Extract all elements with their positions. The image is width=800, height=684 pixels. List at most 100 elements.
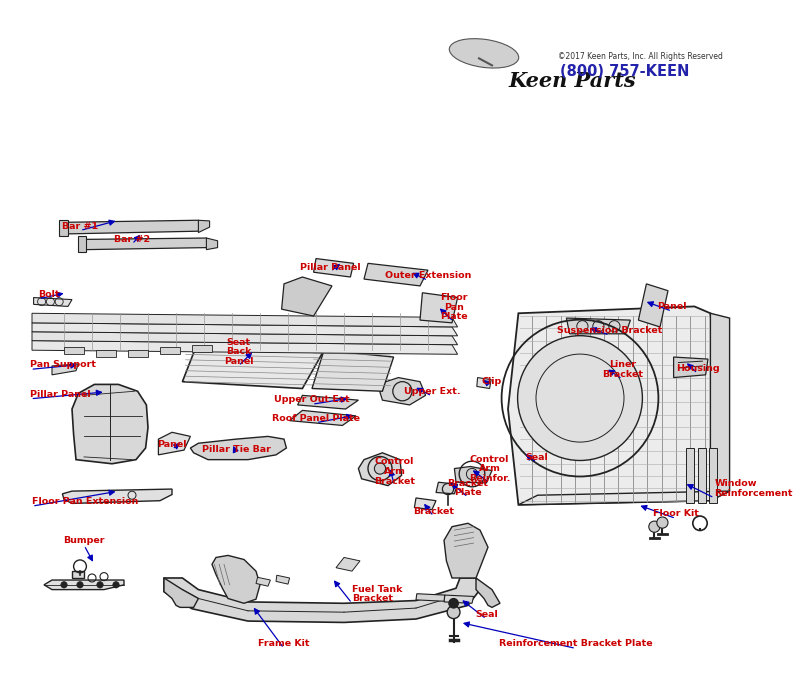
Polygon shape [477, 378, 491, 389]
Text: Floor Pan Extension: Floor Pan Extension [32, 497, 138, 506]
Polygon shape [298, 395, 358, 409]
Polygon shape [312, 350, 394, 391]
Polygon shape [59, 220, 68, 236]
Text: Control
Arm
Bracket: Control Arm Bracket [374, 457, 415, 486]
Text: Bar #2: Bar #2 [114, 235, 150, 244]
Polygon shape [62, 489, 172, 503]
Circle shape [518, 336, 642, 460]
Text: Fuel Tank
Bracket: Fuel Tank Bracket [352, 585, 402, 603]
Text: Panel: Panel [658, 302, 686, 311]
Polygon shape [566, 318, 630, 334]
Polygon shape [686, 448, 694, 503]
Polygon shape [32, 341, 458, 354]
Text: Control
Arm
Reinfor.: Control Arm Reinfor. [469, 454, 510, 483]
Polygon shape [72, 571, 84, 578]
Text: Seat
Back
Panel: Seat Back Panel [224, 337, 253, 366]
Polygon shape [198, 220, 210, 233]
Text: Window
Reinforcement: Window Reinforcement [714, 479, 793, 498]
Polygon shape [698, 448, 706, 503]
Text: (800) 757-KEEN: (800) 757-KEEN [560, 64, 690, 79]
Polygon shape [594, 366, 626, 382]
Circle shape [449, 598, 458, 608]
Polygon shape [78, 236, 86, 252]
Polygon shape [518, 448, 525, 482]
Polygon shape [358, 453, 402, 486]
Text: Bar #1: Bar #1 [62, 222, 98, 231]
Polygon shape [96, 350, 116, 357]
Polygon shape [444, 595, 474, 603]
Text: Seal: Seal [475, 610, 498, 619]
Text: Keen Parts: Keen Parts [508, 70, 636, 91]
Polygon shape [314, 259, 354, 277]
Text: Seal: Seal [526, 453, 548, 462]
Polygon shape [34, 298, 72, 306]
Text: ©2017 Keen Parts, Inc. All Rights Reserved: ©2017 Keen Parts, Inc. All Rights Reserv… [558, 51, 723, 61]
Text: Bracket
Plate: Bracket Plate [447, 479, 489, 497]
Text: Pillar Panel: Pillar Panel [300, 263, 361, 272]
Polygon shape [378, 378, 426, 405]
Polygon shape [518, 491, 730, 505]
Polygon shape [414, 498, 436, 510]
Text: Upper Ext.: Upper Ext. [404, 387, 460, 396]
Polygon shape [336, 557, 360, 571]
Polygon shape [364, 263, 428, 286]
Polygon shape [182, 341, 324, 389]
Polygon shape [64, 347, 84, 354]
Polygon shape [206, 238, 218, 250]
Polygon shape [710, 313, 730, 501]
Polygon shape [476, 578, 500, 607]
Ellipse shape [450, 39, 518, 68]
Polygon shape [276, 575, 290, 584]
Circle shape [657, 517, 668, 528]
Circle shape [61, 581, 67, 588]
Polygon shape [420, 293, 458, 323]
Polygon shape [84, 238, 212, 250]
Polygon shape [66, 220, 204, 234]
Text: Floor Kit: Floor Kit [653, 510, 699, 518]
Text: Outer Extension: Outer Extension [385, 272, 471, 280]
Polygon shape [128, 350, 148, 357]
Text: Pillar Tie Bar: Pillar Tie Bar [202, 445, 271, 454]
Polygon shape [160, 347, 180, 354]
Polygon shape [674, 357, 708, 378]
Polygon shape [256, 577, 270, 586]
Polygon shape [282, 277, 332, 316]
Polygon shape [416, 594, 445, 601]
Polygon shape [158, 432, 190, 455]
Polygon shape [436, 482, 458, 494]
Polygon shape [508, 306, 720, 505]
Circle shape [649, 521, 660, 532]
Polygon shape [32, 332, 458, 345]
Polygon shape [526, 448, 533, 482]
Circle shape [374, 463, 386, 474]
Text: Bolt: Bolt [38, 290, 60, 299]
Text: Panel: Panel [158, 440, 186, 449]
Text: Housing: Housing [676, 365, 719, 373]
Text: Bumper: Bumper [63, 536, 105, 545]
Polygon shape [454, 466, 492, 483]
Circle shape [447, 606, 460, 618]
Text: Reinforcement Bracket Plate: Reinforcement Bracket Plate [499, 640, 653, 648]
Polygon shape [212, 555, 260, 603]
Polygon shape [444, 523, 488, 578]
Polygon shape [290, 410, 356, 425]
Polygon shape [164, 578, 198, 607]
Circle shape [466, 469, 478, 479]
Polygon shape [52, 364, 78, 375]
Polygon shape [32, 313, 458, 327]
Polygon shape [44, 580, 124, 590]
Text: Floor
Pan
Plate: Floor Pan Plate [440, 293, 467, 321]
Text: Pan Support: Pan Support [30, 360, 97, 369]
Polygon shape [190, 436, 286, 460]
Text: Suspension Bracket: Suspension Bracket [557, 326, 662, 335]
Polygon shape [638, 284, 668, 327]
Polygon shape [32, 323, 458, 336]
Text: Pillar Panel: Pillar Panel [30, 390, 91, 399]
Text: Bracket: Bracket [413, 508, 454, 516]
Polygon shape [709, 448, 717, 503]
Polygon shape [164, 578, 480, 622]
Polygon shape [72, 384, 148, 464]
Text: Frame Kit: Frame Kit [258, 640, 310, 648]
Text: Upper Out Ext: Upper Out Ext [274, 395, 350, 404]
Text: Clip: Clip [481, 377, 502, 386]
